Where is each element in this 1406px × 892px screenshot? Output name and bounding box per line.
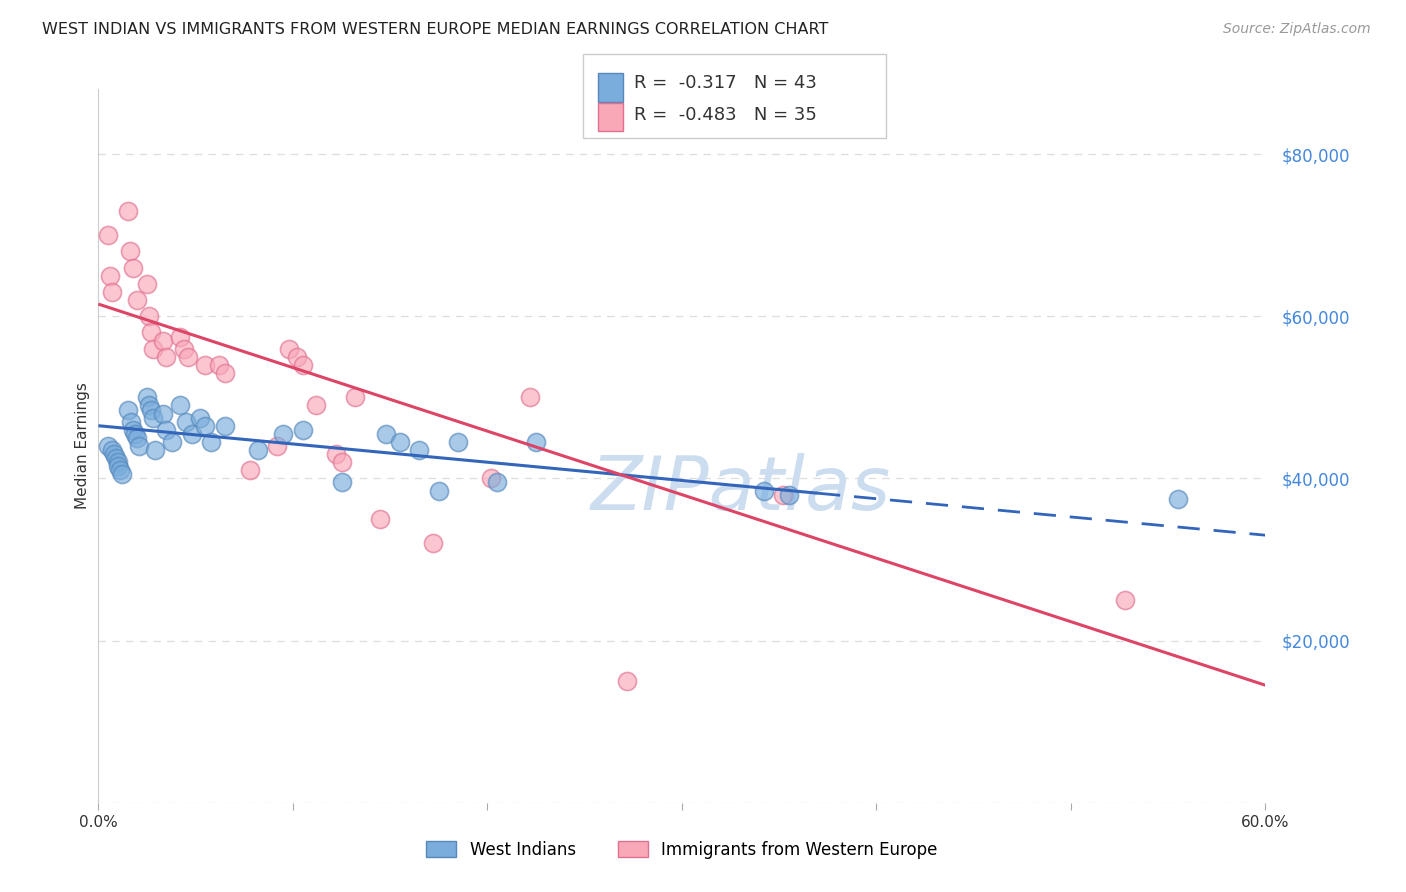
Point <box>370 512 392 526</box>
Point <box>330 455 353 469</box>
Point <box>122 260 145 275</box>
Point <box>772 488 794 502</box>
Point <box>177 350 200 364</box>
Point <box>127 431 149 445</box>
Point <box>752 483 775 498</box>
Point <box>107 459 129 474</box>
Text: R =  -0.483   N = 35: R = -0.483 N = 35 <box>634 105 817 123</box>
Point <box>138 399 160 413</box>
Point <box>344 390 367 404</box>
Point <box>271 426 294 441</box>
Point <box>422 536 444 550</box>
Point <box>325 447 347 461</box>
Point <box>388 434 411 449</box>
Point <box>200 434 222 449</box>
Legend: West Indians, Immigrants from Western Europe: West Indians, Immigrants from Western Eu… <box>420 835 943 866</box>
Point <box>173 342 195 356</box>
Point <box>104 451 127 466</box>
Point <box>291 358 314 372</box>
Point <box>778 488 800 502</box>
Point <box>97 228 120 243</box>
Text: R =  -0.317   N = 43: R = -0.317 N = 43 <box>634 74 817 92</box>
Point <box>169 399 191 413</box>
Point <box>1167 491 1189 506</box>
Point <box>124 426 146 441</box>
Point <box>111 467 134 482</box>
Point <box>107 455 129 469</box>
Point <box>121 415 143 429</box>
Point <box>101 443 124 458</box>
Point <box>101 285 124 299</box>
Point <box>117 402 139 417</box>
Point <box>174 415 197 429</box>
Point <box>479 471 502 485</box>
Point <box>291 423 314 437</box>
Point <box>127 293 149 307</box>
Point <box>524 434 547 449</box>
Point <box>278 342 301 356</box>
Point <box>169 329 191 343</box>
Point <box>136 390 159 404</box>
Point <box>285 350 308 364</box>
Point <box>98 268 121 283</box>
Point <box>246 443 269 458</box>
Point <box>208 358 231 372</box>
Point <box>375 426 398 441</box>
Point <box>194 358 217 372</box>
Point <box>162 434 184 449</box>
Point <box>486 475 509 490</box>
Point <box>180 426 202 441</box>
Text: WEST INDIAN VS IMMIGRANTS FROM WESTERN EUROPE MEDIAN EARNINGS CORRELATION CHART: WEST INDIAN VS IMMIGRANTS FROM WESTERN E… <box>42 22 828 37</box>
Point <box>1114 593 1136 607</box>
Point <box>152 334 174 348</box>
Point <box>142 342 165 356</box>
Text: Source: ZipAtlas.com: Source: ZipAtlas.com <box>1223 22 1371 37</box>
Point <box>427 483 450 498</box>
Point <box>155 350 177 364</box>
Text: ZIPatlas: ZIPatlas <box>591 453 890 524</box>
Y-axis label: Median Earnings: Median Earnings <box>75 383 90 509</box>
Point <box>519 390 541 404</box>
Point <box>139 402 162 417</box>
Point <box>305 399 328 413</box>
Point <box>138 310 160 324</box>
Point <box>117 203 139 218</box>
Point <box>188 410 211 425</box>
Point <box>136 277 159 291</box>
Point <box>214 366 236 380</box>
Point <box>330 475 353 490</box>
Point <box>118 244 141 259</box>
Point <box>194 418 217 433</box>
Point <box>143 443 166 458</box>
Point <box>239 463 262 477</box>
Point <box>214 418 236 433</box>
Point <box>97 439 120 453</box>
Point <box>616 674 638 689</box>
Point <box>103 447 125 461</box>
Point <box>142 410 165 425</box>
Point <box>152 407 174 421</box>
Point <box>447 434 470 449</box>
Point <box>155 423 177 437</box>
Point <box>108 463 131 477</box>
Point <box>122 423 145 437</box>
Point <box>139 326 162 340</box>
Point <box>266 439 288 453</box>
Point <box>128 439 150 453</box>
Point <box>408 443 430 458</box>
